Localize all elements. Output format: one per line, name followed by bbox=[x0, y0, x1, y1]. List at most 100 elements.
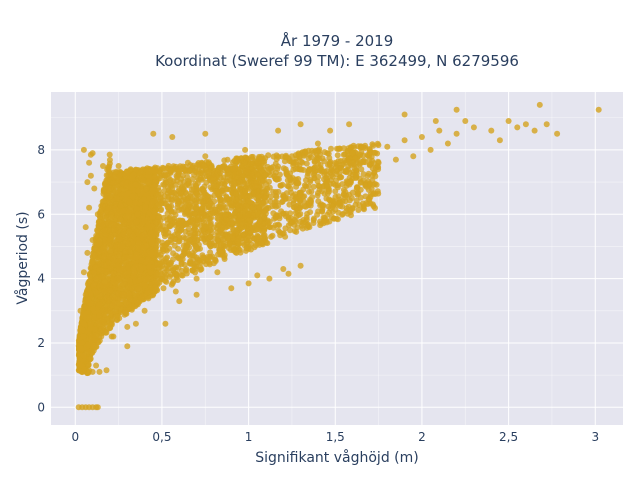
data-point bbox=[187, 258, 194, 265]
data-point bbox=[296, 166, 303, 173]
data-point bbox=[320, 202, 327, 209]
data-point bbox=[321, 149, 328, 156]
data-point bbox=[128, 221, 135, 228]
data-point bbox=[347, 178, 354, 185]
data-point bbox=[224, 156, 231, 163]
data-point bbox=[137, 169, 144, 176]
data-point bbox=[369, 201, 376, 208]
data-point bbox=[167, 167, 174, 174]
data-point bbox=[107, 234, 114, 241]
data-point bbox=[339, 210, 346, 217]
data-point bbox=[282, 225, 289, 232]
data-point bbox=[361, 206, 367, 213]
data-point bbox=[349, 189, 356, 196]
data-point bbox=[212, 258, 219, 264]
data-point bbox=[106, 151, 113, 158]
data-point bbox=[231, 157, 238, 164]
data-point bbox=[280, 165, 287, 172]
data-point bbox=[264, 219, 271, 226]
data-point bbox=[170, 256, 176, 263]
data-point bbox=[258, 240, 265, 247]
data-point bbox=[264, 240, 271, 247]
data-point bbox=[175, 264, 182, 271]
data-point bbox=[371, 160, 377, 167]
data-point bbox=[96, 237, 103, 244]
data-point bbox=[293, 228, 300, 235]
data-point bbox=[266, 178, 272, 185]
data-point bbox=[231, 178, 238, 185]
data-point bbox=[303, 216, 310, 223]
data-point bbox=[358, 158, 365, 165]
data-point bbox=[105, 205, 112, 212]
data-point bbox=[321, 158, 328, 165]
data-point bbox=[264, 185, 271, 192]
data-point bbox=[302, 203, 309, 210]
data-point bbox=[334, 152, 341, 159]
data-point bbox=[116, 276, 123, 283]
data-point bbox=[90, 282, 97, 289]
data-point bbox=[109, 316, 116, 323]
data-point bbox=[374, 150, 381, 157]
data-point bbox=[120, 231, 127, 238]
data-point bbox=[100, 198, 107, 205]
data-point bbox=[181, 248, 188, 255]
data-point bbox=[117, 216, 124, 223]
data-point bbox=[102, 215, 109, 222]
data-point bbox=[215, 216, 222, 223]
data-point bbox=[249, 171, 256, 178]
data-point bbox=[277, 182, 284, 189]
data-point bbox=[268, 165, 275, 171]
data-point bbox=[171, 265, 177, 272]
data-point bbox=[309, 194, 316, 201]
data-point bbox=[249, 164, 256, 171]
data-point bbox=[232, 209, 239, 216]
data-point bbox=[86, 272, 93, 278]
data-point bbox=[85, 296, 92, 303]
data-point bbox=[126, 277, 133, 284]
data-point bbox=[190, 233, 197, 240]
data-point bbox=[283, 152, 289, 159]
data-point bbox=[301, 151, 308, 158]
data-point bbox=[193, 243, 200, 250]
data-point bbox=[220, 190, 227, 197]
data-point bbox=[353, 174, 360, 181]
data-point bbox=[133, 219, 140, 226]
data-point bbox=[338, 162, 345, 168]
data-point bbox=[201, 224, 208, 230]
data-point bbox=[164, 210, 171, 217]
data-point bbox=[187, 190, 194, 197]
data-points bbox=[75, 101, 602, 411]
data-point bbox=[297, 218, 304, 225]
data-point bbox=[303, 160, 310, 167]
data-point bbox=[116, 301, 123, 308]
data-point bbox=[270, 224, 277, 231]
data-point bbox=[203, 179, 210, 186]
data-point bbox=[160, 248, 167, 255]
data-point bbox=[178, 272, 185, 279]
data-point bbox=[292, 209, 299, 216]
data-point bbox=[241, 193, 248, 199]
data-point bbox=[321, 218, 328, 225]
data-point bbox=[348, 195, 355, 202]
data-point bbox=[174, 174, 181, 181]
data-point bbox=[189, 250, 196, 257]
data-point bbox=[198, 235, 205, 242]
data-point bbox=[326, 161, 333, 168]
data-point bbox=[233, 229, 240, 236]
data-point bbox=[353, 197, 360, 204]
data-point bbox=[344, 148, 351, 155]
data-point bbox=[307, 209, 314, 216]
data-point bbox=[183, 238, 190, 245]
data-point bbox=[132, 199, 139, 206]
data-point bbox=[328, 145, 334, 152]
data-point bbox=[217, 209, 224, 216]
data-point bbox=[252, 183, 259, 190]
data-point bbox=[165, 196, 172, 203]
data-point bbox=[100, 244, 107, 251]
data-point bbox=[232, 190, 239, 197]
data-point bbox=[143, 186, 150, 193]
data-point bbox=[273, 193, 280, 200]
data-point bbox=[205, 159, 212, 166]
data-point bbox=[332, 188, 339, 195]
